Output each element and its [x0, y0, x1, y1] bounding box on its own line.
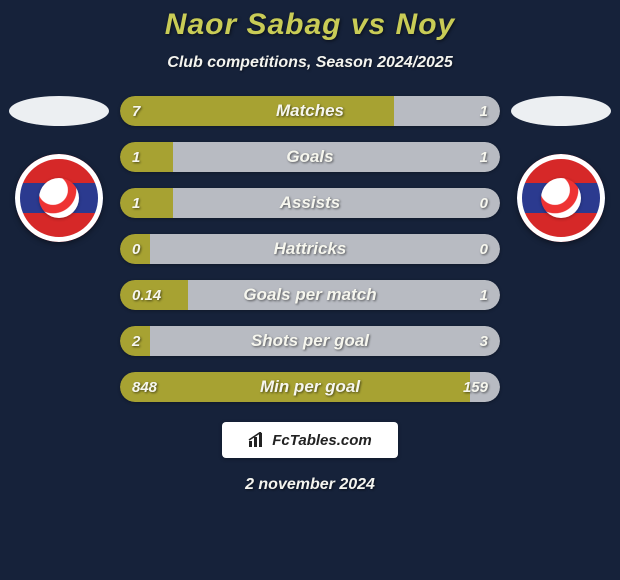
stat-value-right: 1 [480, 96, 488, 126]
stat-value-left: 0 [132, 234, 140, 264]
stat-label: Shots per goal [120, 326, 500, 356]
player-left-ellipse [9, 96, 109, 126]
brand-text: FcTables.com [272, 432, 371, 449]
stat-value-left: 0.14 [132, 280, 161, 310]
stat-row: Shots per goal2 3 [120, 326, 500, 356]
stat-value-right: 159 [463, 372, 488, 402]
stat-row: Goals1 1 [120, 142, 500, 172]
stat-value-right: 1 [480, 142, 488, 172]
footer-date: 2 november 2024 [0, 476, 620, 494]
player-left-column [4, 96, 114, 242]
stat-row: Min per goal848 159 [120, 372, 500, 402]
stat-value-left: 2 [132, 326, 140, 356]
stat-label: Hattricks [120, 234, 500, 264]
player-right-ellipse [511, 96, 611, 126]
page-title: Naor Sabag vs Noy [0, 8, 620, 42]
stat-row: Hattricks0 0 [120, 234, 500, 264]
brand-badge: FcTables.com [222, 422, 398, 458]
stat-label: Matches [120, 96, 500, 126]
stat-label: Goals [120, 142, 500, 172]
stat-label: Min per goal [120, 372, 500, 402]
stat-value-left: 848 [132, 372, 157, 402]
player-right-club-badge [517, 154, 605, 242]
stat-bars: Matches71Goals11Assists10Hattricks00Goal… [120, 96, 500, 402]
stat-value-right: 3 [480, 326, 488, 356]
player-left-club-badge [15, 154, 103, 242]
comparison-card: Naor Sabag vs Noy Club competitions, Sea… [0, 0, 620, 580]
stat-value-right: 1 [480, 280, 488, 310]
player-right-column [506, 96, 616, 242]
stat-row: Matches7 1 [120, 96, 500, 126]
stat-value-left: 7 [132, 96, 140, 126]
stat-label: Assists [120, 188, 500, 218]
stat-value-left: 1 [132, 188, 140, 218]
badge-ring [15, 154, 103, 242]
badge-ring [517, 154, 605, 242]
chart-icon [248, 432, 266, 448]
stat-value-right: 0 [480, 188, 488, 218]
subtitle: Club competitions, Season 2024/2025 [0, 54, 620, 72]
stat-row: Goals per match0.14 1 [120, 280, 500, 310]
stat-row: Assists1 0 [120, 188, 500, 218]
stat-value-right: 0 [480, 234, 488, 264]
stat-label: Goals per match [120, 280, 500, 310]
chart-area: Matches71Goals11Assists10Hattricks00Goal… [0, 96, 620, 402]
stat-value-left: 1 [132, 142, 140, 172]
